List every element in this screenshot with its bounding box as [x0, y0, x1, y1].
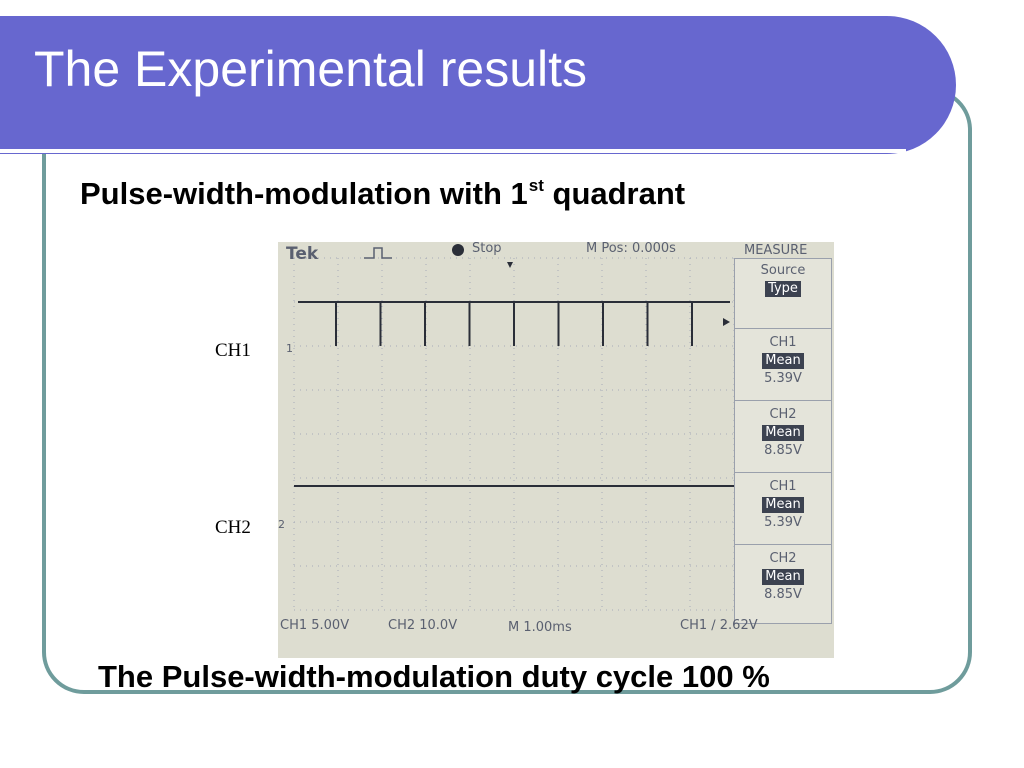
oscilloscope-screenshot: Tek Stop M Pos: 0.000s MEASURE 1 2 Sourc… — [278, 242, 834, 658]
title-band — [0, 16, 956, 154]
ch2-ground-marker: 2 — [278, 518, 285, 531]
measure-source-box: Source Type — [735, 259, 831, 329]
subtitle-superscript: st — [528, 176, 544, 195]
measure-box-3: CH1 Mean 5.39V — [735, 475, 831, 545]
ch1-ground-marker: 1 — [286, 342, 293, 355]
slide-subtitle: Pulse-width-modulation with 1st quadrant — [80, 176, 685, 212]
menu-line: CH1 — [769, 479, 797, 494]
ch2-scale: CH2 10.0V — [388, 618, 458, 633]
subtitle-text: Pulse-width-modulation with 1 — [80, 176, 528, 211]
slide-caption: The Pulse-width-modulation duty cycle 10… — [98, 659, 770, 694]
menu-highlight: Mean — [762, 569, 804, 585]
stop-indicator-icon — [452, 244, 464, 256]
menu-value: 8.85V — [764, 587, 802, 602]
menu-line: CH1 — [769, 335, 797, 350]
menu-line: Source — [760, 263, 806, 278]
trigger-setting: CH1 ∕ 2.62V — [680, 618, 758, 633]
trigger-position-marker — [507, 262, 513, 268]
menu-highlight: Mean — [762, 425, 804, 441]
scope-graticule — [293, 244, 738, 611]
measure-menu: Source Type CH1 Mean 5.39V CH2 Mean 8.85… — [734, 258, 832, 624]
ch1-scale: CH1 5.00V — [280, 618, 350, 633]
measure-box-1: CH1 Mean 5.39V — [735, 331, 831, 401]
scope-brand: Tek — [286, 244, 319, 264]
trigger-level-marker — [723, 318, 730, 326]
subtitle-tail: quadrant — [543, 176, 686, 211]
ch1-label: CH1 — [215, 340, 251, 361]
menu-line: CH2 — [769, 551, 797, 566]
menu-highlight: Mean — [762, 353, 804, 369]
timebase: M 1.00ms — [508, 620, 572, 635]
menu-value: 5.39V — [764, 515, 802, 530]
measure-box-4: CH2 Mean 8.85V — [735, 547, 831, 617]
acquire-glyph — [364, 247, 392, 259]
measure-menu-title: MEASURE — [744, 243, 808, 258]
ch2-label: CH2 — [215, 517, 251, 538]
measure-box-2: CH2 Mean 8.85V — [735, 403, 831, 473]
scope-status: Stop — [472, 242, 502, 256]
title-divider — [0, 149, 906, 153]
menu-line: CH2 — [769, 407, 797, 422]
slide-title: The Experimental results — [34, 41, 588, 97]
menu-highlight: Type — [765, 281, 801, 297]
menu-highlight: Mean — [762, 497, 804, 513]
menu-value: 8.85V — [764, 443, 802, 458]
scope-mpos: M Pos: 0.000s — [586, 242, 676, 256]
menu-value: 5.39V — [764, 371, 802, 386]
